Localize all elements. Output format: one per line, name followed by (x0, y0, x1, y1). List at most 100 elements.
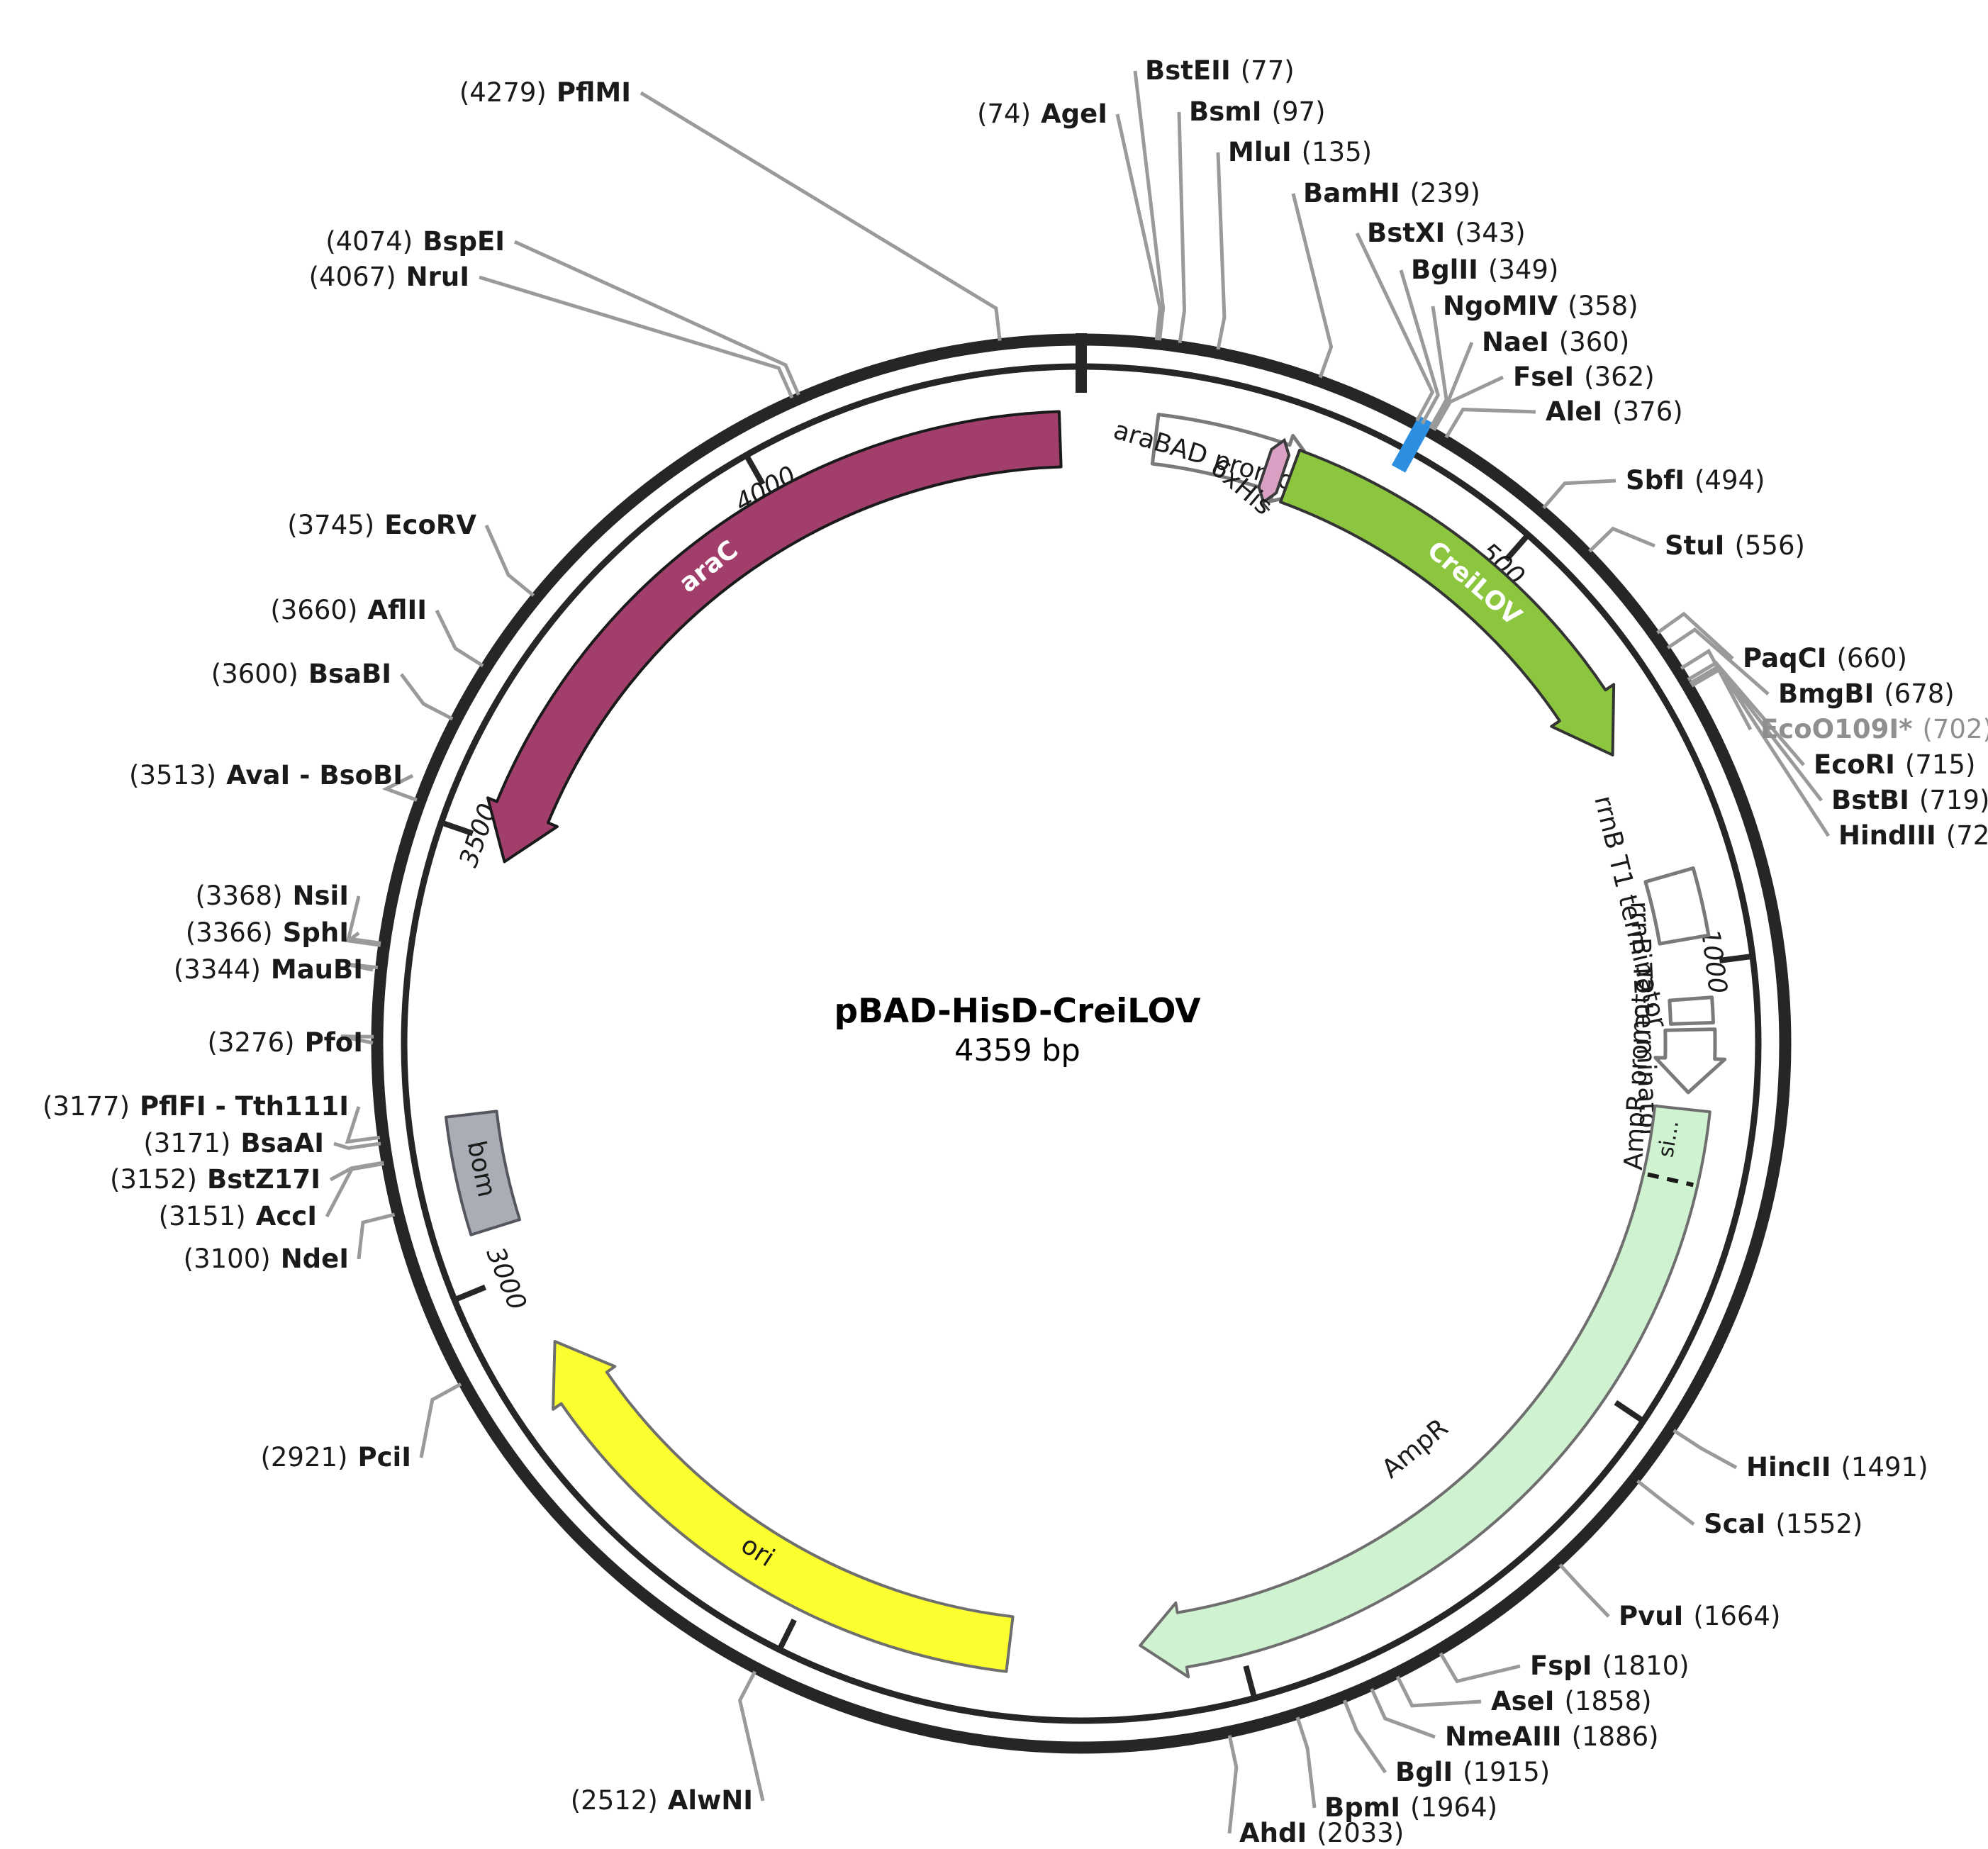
enzyme-name[interactable]: AseI (1491, 1686, 1555, 1716)
enzyme-name[interactable]: SbfI (1626, 465, 1685, 496)
enzyme-name[interactable]: BstEII (1145, 55, 1231, 86)
enzyme-name[interactable]: NsiI (293, 881, 349, 911)
enzyme-name[interactable]: NaeI (1482, 327, 1549, 357)
enzyme-name[interactable]: BspEI (423, 226, 505, 257)
feature-creilov[interactable]: CreiLOV (1279, 448, 1616, 756)
enzyme-name[interactable]: NdeI (281, 1244, 349, 1274)
enzyme-name[interactable]: HindIII (1838, 820, 1936, 851)
enzyme-name[interactable]: AccI (256, 1201, 317, 1231)
enzyme-label-NdeI[interactable]: (3100) NdeI (184, 1244, 349, 1274)
enzyme-name[interactable]: StuI (1665, 530, 1724, 561)
enzyme-label-NaeI[interactable]: NaeI (360) (1482, 327, 1629, 357)
enzyme-label-BstEII[interactable]: BstEII (77) (1145, 55, 1295, 86)
enzyme-name[interactable]: AflII (367, 595, 427, 625)
enzyme-label-EcoRI[interactable]: EcoRI (715) (1814, 749, 1975, 780)
enzyme-name[interactable]: PfoI (305, 1027, 363, 1058)
enzyme-label-NruI[interactable]: (4067) NruI (309, 262, 469, 292)
enzyme-label-NmeAIII[interactable]: NmeAIII (1886) (1445, 1721, 1659, 1752)
enzyme-name[interactable]: PaqCI (1743, 643, 1827, 674)
enzyme-name[interactable]: ScaI (1704, 1509, 1765, 1539)
enzyme-label-PflFI-Tth111I[interactable]: (3177) PflFI - Tth111I (43, 1091, 349, 1122)
feature-shape-ori[interactable] (552, 1340, 1015, 1673)
enzyme-label-PflMI[interactable]: (4279) PflMI (459, 77, 631, 108)
enzyme-label-BglI[interactable]: BglI (1915) (1395, 1757, 1550, 1787)
enzyme-label-AhdI[interactable]: AhdI (2033) (1239, 1818, 1404, 1848)
enzyme-name[interactable]: BsmI (1189, 96, 1262, 127)
feature-ampr[interactable]: si... AmpR (1139, 1104, 1711, 1679)
enzyme-label-BsaAI[interactable]: (3171) BsaAI (143, 1128, 324, 1158)
enzyme-name[interactable]: PciI (358, 1442, 412, 1473)
enzyme-name[interactable]: AhdI (1239, 1818, 1307, 1848)
enzyme-name[interactable]: PflFI - Tth111I (140, 1091, 349, 1122)
enzyme-label-BpmI[interactable]: BpmI (1964) (1324, 1792, 1497, 1823)
enzyme-label-BspEI[interactable]: (4074) BspEI (325, 226, 505, 257)
enzyme-name[interactable]: HincII (1746, 1452, 1831, 1482)
enzyme-label-AvaI-BsoBI[interactable]: (3513) AvaI - BsoBI (129, 760, 403, 791)
enzyme-label-BstBI[interactable]: BstBI (719) (1831, 785, 1988, 815)
enzyme-label-SphI[interactable]: (3366) SphI (186, 917, 349, 948)
enzyme-name[interactable]: BsaAI (240, 1128, 324, 1158)
enzyme-label-PaqCI[interactable]: PaqCI (660) (1743, 643, 1907, 674)
enzyme-name[interactable]: AlwNI (668, 1785, 753, 1816)
enzyme-name[interactable]: AgeI (1041, 99, 1107, 129)
enzyme-label-AccI[interactable]: (3151) AccI (159, 1201, 317, 1231)
enzyme-name[interactable]: EcoRI (1814, 749, 1895, 780)
enzyme-label-StuI[interactable]: StuI (556) (1665, 530, 1805, 561)
enzyme-name[interactable]: PvuI (1619, 1601, 1683, 1631)
enzyme-name[interactable]: BstBI (1831, 785, 1909, 815)
feature-shape-ampr[interactable] (1139, 1104, 1711, 1679)
enzyme-label-BsmI[interactable]: BsmI (97) (1189, 96, 1326, 127)
enzyme-name[interactable]: NgoMIV (1443, 291, 1558, 321)
enzyme-label-PciI[interactable]: (2921) PciI (260, 1442, 411, 1473)
enzyme-label-AseI[interactable]: AseI (1858) (1491, 1686, 1652, 1716)
enzyme-name[interactable]: FspI (1530, 1650, 1592, 1681)
enzyme-name[interactable]: FseI (1513, 362, 1574, 392)
enzyme-name[interactable]: EcoRV (384, 510, 476, 540)
enzyme-name[interactable]: BsaBI (308, 659, 391, 689)
enzyme-name[interactable]: BstXI (1367, 218, 1445, 248)
enzyme-label-HincII[interactable]: HincII (1491) (1746, 1452, 1928, 1482)
enzyme-name[interactable]: AleI (1546, 396, 1602, 427)
enzyme-name[interactable]: NruI (406, 262, 469, 292)
enzyme-label-ScaI[interactable]: ScaI (1552) (1704, 1509, 1863, 1539)
enzyme-label-PvuI[interactable]: PvuI (1664) (1619, 1601, 1780, 1631)
enzyme-name[interactable]: BmgBI (1778, 678, 1874, 709)
enzyme-label-AflII[interactable]: (3660) AflII (270, 595, 427, 625)
enzyme-label-BamHI[interactable]: BamHI (239) (1303, 178, 1480, 208)
feature-arac[interactable]: araC (486, 410, 1063, 864)
feature-shape-bom[interactable] (445, 1110, 521, 1236)
enzyme-label-AleI[interactable]: AleI (376) (1546, 396, 1683, 427)
feature-shape-rrnb-t2-terminator[interactable] (1668, 995, 1715, 1026)
feature-shape-ampr-promoter[interactable] (1653, 1027, 1727, 1095)
enzyme-name[interactable]: BglI (1395, 1757, 1453, 1787)
enzyme-name[interactable]: BstZ17I (207, 1164, 320, 1195)
enzyme-name[interactable]: AvaI - BsoBI (226, 760, 403, 791)
enzyme-label-NsiI[interactable]: (3368) NsiI (196, 881, 350, 911)
feature-shape-creilov[interactable] (1279, 448, 1616, 756)
enzyme-name[interactable]: NmeAIII (1445, 1721, 1562, 1752)
his-tag-marker[interactable] (1255, 437, 1293, 505)
feature-shape-rrnb-t1-terminator[interactable] (1643, 866, 1711, 946)
enzyme-label-BstXI[interactable]: BstXI (343) (1367, 218, 1526, 248)
enzyme-name[interactable]: MauBI (271, 954, 363, 985)
enzyme-label-BstZ17I[interactable]: (3152) BstZ17I (110, 1164, 320, 1195)
enzyme-label-BmgBI[interactable]: BmgBI (678) (1778, 678, 1955, 709)
enzyme-name[interactable]: BglII (1411, 255, 1478, 285)
enzyme-label-MluI[interactable]: MluI (135) (1228, 137, 1372, 167)
enzyme-name[interactable]: PflMI (557, 77, 631, 108)
enzyme-label-HindIII[interactable]: HindIII (722) (1838, 820, 1988, 851)
enzyme-name[interactable]: BamHI (1303, 178, 1400, 208)
enzyme-label-AlwNI[interactable]: (2512) AlwNI (571, 1785, 753, 1816)
enzyme-label-MauBI[interactable]: (3344) MauBI (174, 954, 363, 985)
enzyme-label-BsaBI[interactable]: (3600) BsaBI (211, 659, 391, 689)
enzyme-label-FseI[interactable]: FseI (362) (1513, 362, 1655, 392)
feature-shape-arac[interactable] (486, 410, 1063, 864)
enzyme-name[interactable]: MluI (1228, 137, 1292, 167)
enzyme-label-EcoRV[interactable]: (3745) EcoRV (287, 510, 476, 540)
enzyme-label-FspI[interactable]: FspI (1810) (1530, 1650, 1690, 1681)
cloning-site-marker[interactable] (1391, 415, 1433, 473)
feature-label-ampr[interactable]: AmpR (1377, 1413, 1454, 1484)
feature-bom[interactable]: bom (445, 1110, 521, 1236)
enzyme-label-EcoO109I-[interactable]: EcoO109I* (702) (1760, 714, 1988, 744)
enzyme-name[interactable]: EcoO109I* (1760, 714, 1912, 744)
